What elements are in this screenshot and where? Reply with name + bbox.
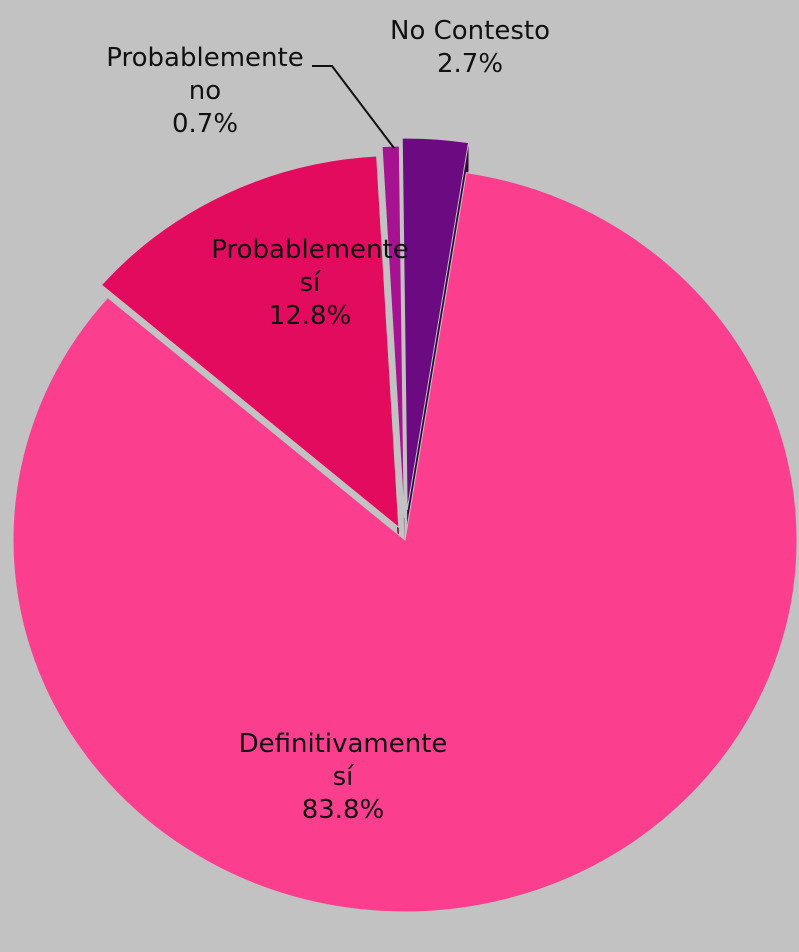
value-label: 2.7% xyxy=(436,49,504,79)
category-label: No Contesto xyxy=(390,16,550,46)
category-label: Probablemente no xyxy=(106,43,304,106)
pie-slice xyxy=(12,172,798,913)
pie-slice xyxy=(381,145,405,519)
pie-slice xyxy=(100,155,400,529)
data-label: Probablemente sí 12.8% xyxy=(208,234,413,333)
leader-line xyxy=(312,65,395,149)
pie-slice xyxy=(401,137,470,511)
value-label: 0.7% xyxy=(171,109,239,139)
slices xyxy=(12,137,798,941)
category-label: Probablemente sí xyxy=(211,235,409,298)
category-label: Definitivamente sí xyxy=(238,729,448,792)
value-label: 83.8% xyxy=(301,795,385,825)
data-label: Probablemente no 0.7% xyxy=(100,42,310,141)
data-label: Definitivamente sí 83.8% xyxy=(228,728,458,827)
value-label: 12.8% xyxy=(268,301,352,331)
data-label: No Contesto 2.7% xyxy=(345,15,595,81)
